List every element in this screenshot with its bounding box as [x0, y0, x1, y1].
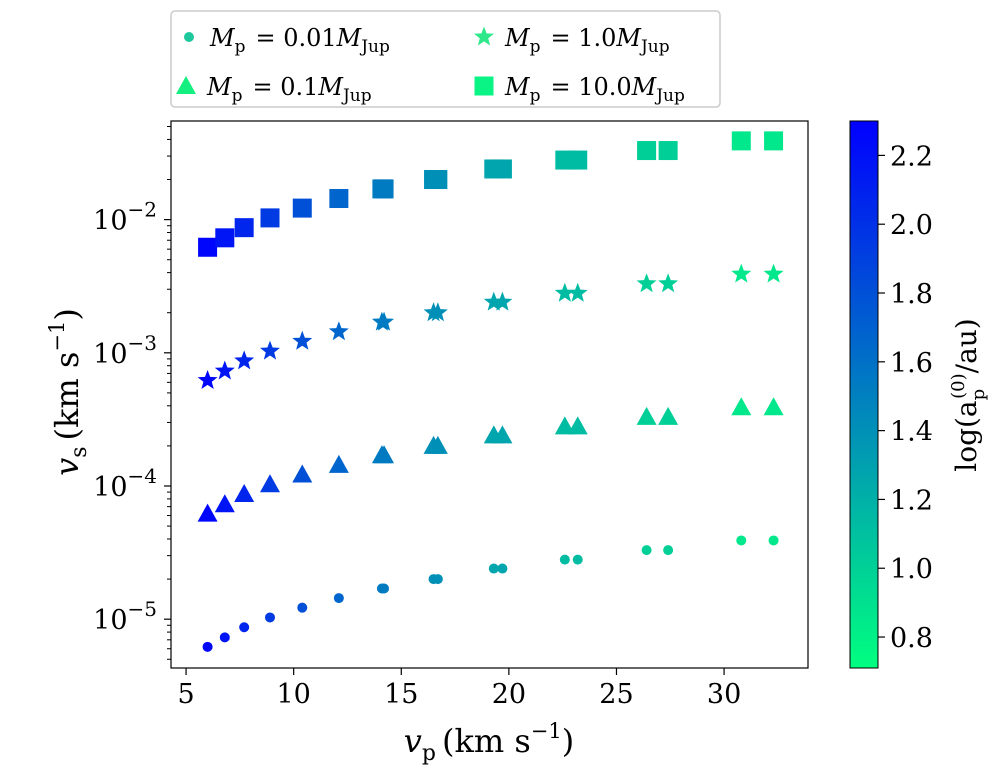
point-triangle-16	[731, 397, 752, 416]
point-circle-15	[663, 545, 674, 556]
x-tick-label: 10	[276, 679, 310, 710]
point-square-16	[731, 131, 751, 151]
point-circle-5	[333, 593, 344, 604]
point-square-7	[374, 179, 394, 199]
point-star-11	[492, 291, 513, 311]
point-circle-16	[736, 535, 747, 546]
legend-marker-triangle	[176, 76, 196, 94]
x-axis-label: vp (km s−1)	[404, 719, 574, 766]
colorbar-tick-label: 1.6	[890, 348, 933, 379]
point-square-1	[215, 228, 235, 248]
point-circle-4	[297, 602, 308, 613]
point-square-3	[260, 208, 280, 228]
y-tick-label: 10−5	[93, 597, 157, 636]
legend: Mp = 0.01MJup Mp = 1.0MJup Mp = 0.1MJup Mp = 10…	[176, 24, 685, 106]
point-star-10	[483, 291, 504, 311]
point-circle-7	[379, 583, 390, 594]
legend-label: Mp = 0.1MJup	[206, 73, 372, 106]
point-square-2	[234, 218, 254, 238]
point-triangle-1	[214, 494, 235, 513]
point-triangle-4	[292, 464, 313, 483]
point-circle-17	[768, 535, 779, 546]
colorbar-tick-label: 1.2	[890, 485, 933, 516]
point-star-4	[292, 330, 313, 350]
point-square-5	[329, 189, 349, 209]
point-square-15	[658, 141, 678, 161]
point-star-3	[260, 340, 280, 360]
point-square-13	[568, 150, 588, 170]
point-star-0	[197, 369, 218, 389]
point-star-12	[554, 282, 575, 302]
legend-frame	[170, 10, 721, 108]
point-circle-10	[488, 563, 499, 574]
point-square-9	[428, 170, 448, 190]
colorbar-tick-label: 0.8	[890, 623, 933, 654]
x-tick-label: 30	[707, 679, 741, 710]
point-star-2	[234, 350, 255, 370]
plot-frame	[170, 120, 809, 669]
y-axis: 10−5 10−4 10−3 10−2	[93, 126, 171, 660]
colorbar-tick-label: 2.2	[890, 141, 933, 172]
point-star-7	[374, 311, 395, 331]
point-circle-0	[202, 641, 213, 652]
x-axis: 5 10 15 20 25 30	[177, 668, 741, 710]
point-star-9	[427, 302, 448, 322]
point-circle-11	[497, 563, 508, 574]
point-star-14	[636, 273, 657, 293]
point-triangle-11	[492, 425, 513, 444]
y-axis-label: vs(km s−1)	[45, 308, 92, 476]
point-triangle-13	[567, 416, 588, 435]
point-circle-1	[219, 632, 230, 643]
point-square-14	[637, 141, 657, 161]
x-tick-label: 5	[177, 679, 194, 710]
point-square-0	[198, 237, 218, 257]
legend-label: Mp = 1.0MJup	[504, 24, 670, 57]
point-star-5	[328, 321, 349, 341]
legend-marker-star	[474, 26, 494, 46]
colorbar-tick-label: 1.8	[890, 279, 933, 310]
colorbar	[849, 120, 879, 669]
point-circle-13	[572, 554, 583, 565]
point-square-11	[492, 159, 512, 179]
y-tick-label: 10−3	[93, 331, 157, 370]
point-triangle-5	[328, 454, 349, 473]
colorbar-axis: 0.8 1.0 1.2 1.4 1.6 1.8 2.0 2.2	[878, 141, 933, 654]
point-star-13	[567, 282, 588, 302]
point-square-17	[764, 131, 784, 151]
data-marks	[197, 131, 784, 652]
point-triangle-14	[636, 406, 657, 425]
x-tick-label: 15	[384, 679, 418, 710]
point-circle-14	[641, 545, 652, 556]
point-square-4	[292, 198, 312, 218]
point-circle-3	[264, 612, 275, 623]
colorbar-tick-label: 1.0	[890, 554, 933, 585]
colorbar-tick-label: 1.4	[890, 417, 933, 448]
point-star-17	[763, 263, 784, 283]
legend-label: Mp = 10.0MJup	[504, 73, 685, 106]
point-circle-12	[559, 554, 570, 565]
legend-marker-square	[474, 76, 494, 96]
point-triangle-3	[259, 474, 280, 493]
point-star-1	[214, 360, 235, 380]
legend-label: Mp = 0.01MJup	[209, 24, 390, 57]
point-circle-2	[239, 622, 250, 633]
y-tick-label: 10−2	[93, 198, 157, 237]
y-tick-label: 10−4	[93, 464, 157, 503]
point-triangle-12	[554, 416, 575, 435]
point-triangle-17	[763, 397, 784, 416]
point-triangle-2	[234, 484, 255, 503]
x-tick-label: 20	[492, 679, 526, 710]
colorbar-label: log(ap(0)/au)	[948, 318, 989, 471]
point-star-16	[731, 263, 752, 283]
point-triangle-9	[427, 435, 448, 454]
point-triangle-7	[374, 445, 395, 464]
legend-marker-circle	[184, 32, 194, 42]
point-star-15	[658, 273, 679, 293]
point-triangle-15	[658, 406, 679, 425]
point-circle-9	[432, 574, 443, 585]
x-tick-label: 25	[599, 679, 633, 710]
colorbar-tick-label: 2.0	[890, 210, 933, 241]
point-triangle-0	[197, 503, 218, 522]
